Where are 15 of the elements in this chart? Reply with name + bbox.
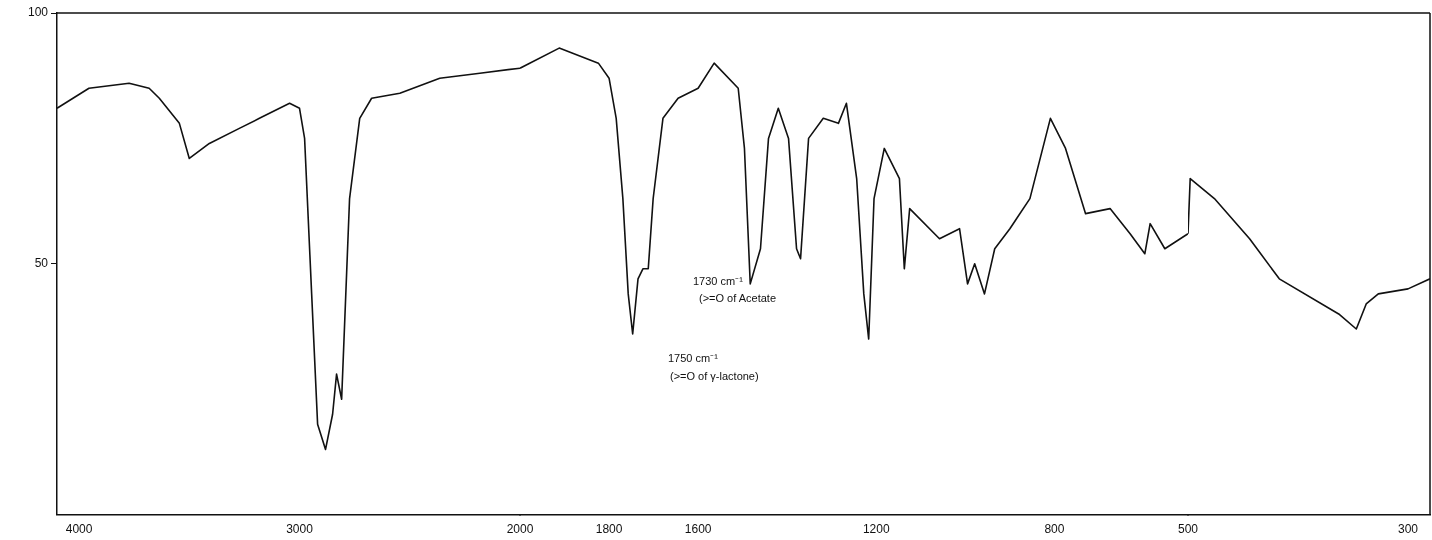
- x-tick-label: 1600: [684, 522, 712, 537]
- x-tick-label: 300: [1397, 522, 1419, 537]
- x-tick-label: 4000: [65, 522, 93, 537]
- x-tick-label: 1800: [595, 522, 623, 537]
- x-tick-label: 2000: [506, 522, 534, 537]
- x-tick-label: 800: [1044, 522, 1065, 537]
- x-tick-label: 500: [1177, 522, 1199, 537]
- x-tick-label: 1200: [862, 522, 890, 537]
- y-tick-label: 50: [34, 256, 49, 271]
- annotation: (>=O of γ-lactone): [670, 369, 759, 382]
- annotation: 1730 cm⁻¹: [693, 274, 744, 287]
- annotation: 1750 cm⁻¹: [668, 351, 719, 364]
- x-tick-label: 3000: [286, 522, 314, 537]
- y-tick-label: 100: [27, 5, 49, 20]
- annotation: (>=O of Acetate: [699, 291, 777, 304]
